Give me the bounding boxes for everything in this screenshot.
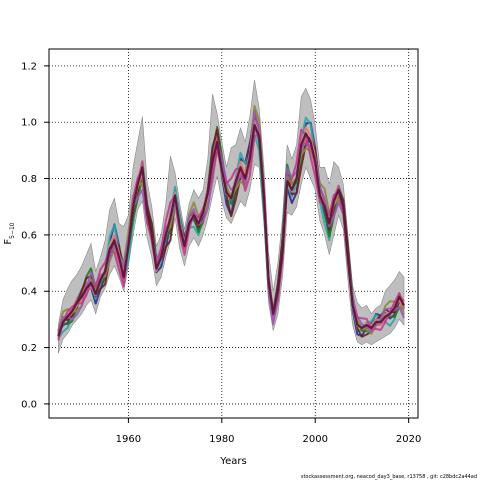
footer-attribution: stockassessment.org, neacod_day3_base, r… (301, 474, 477, 480)
x-tick-label-2000: 2000 (303, 434, 328, 445)
y-axis-title-sub: 5−10 (9, 222, 16, 239)
y-axis-title-main: F (3, 239, 14, 245)
y-tick-label-1.2: 1.2 (21, 61, 37, 72)
x-tick-label-1960: 1960 (116, 434, 141, 445)
series-lines (57, 105, 405, 341)
y-axis-title: F5−10 (3, 222, 16, 244)
x-tick-label-2020: 2020 (396, 434, 421, 445)
series-line-median (57, 124, 405, 337)
x-axis-ticks: 1960 1980 2000 2020 (116, 418, 421, 445)
y-tick-label-0.2: 0.2 (21, 343, 37, 354)
y-axis-ticks: 0.0 0.2 0.4 0.6 0.8 1.0 1.2 (21, 61, 49, 410)
y-tick-label-0.6: 0.6 (21, 230, 37, 241)
y-tick-label-1: 1.0 (21, 118, 37, 129)
y-tick-label-0: 0.0 (21, 399, 37, 410)
y-tick-label-0.4: 0.4 (21, 287, 37, 298)
x-tick-label-1980: 1980 (209, 434, 234, 445)
y-tick-label-0.8: 0.8 (21, 174, 37, 185)
plot-frame (48, 48, 419, 419)
x-axis-title: Years (219, 456, 246, 467)
